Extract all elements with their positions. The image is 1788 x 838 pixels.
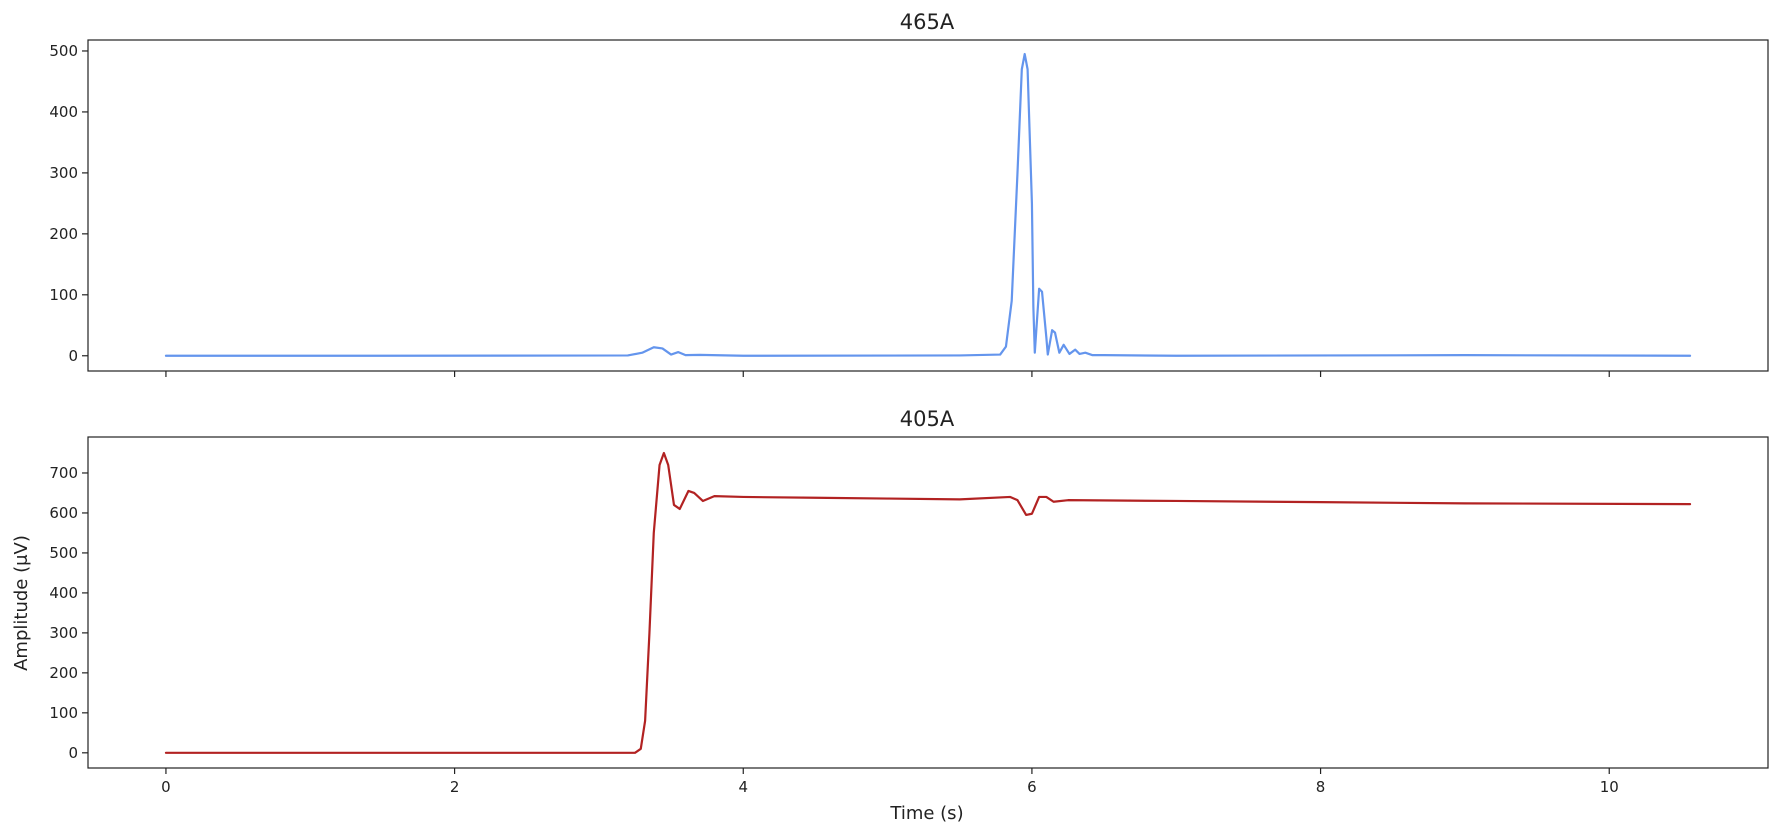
panel-405a-frame	[87, 436, 1769, 769]
panel-405a-title: 405A	[900, 407, 955, 431]
panel-405a-y-tick-label: 100	[49, 704, 78, 722]
x-axis-label: Time (s)	[889, 803, 963, 824]
panel-465a-series-line-0	[164, 52, 1692, 357]
panel-465a-y-tick-label: 100	[49, 286, 78, 304]
panel-405a-series-line-0	[164, 451, 1692, 754]
panel-405a-y-tick-label: 0	[68, 744, 78, 762]
panel-405a-y-tick-label: 200	[49, 664, 78, 682]
panel-465a-frame	[87, 39, 1769, 372]
panel-465a-y-tick-label: 500	[49, 42, 78, 60]
panel-405a-x-tick-label: 10	[1600, 778, 1619, 796]
panel-405a-y-tick-label: 700	[49, 464, 78, 482]
panel-465a-y-tick-label: 300	[49, 164, 78, 182]
panel-405a-x-tick-label: 4	[738, 778, 748, 796]
panel-465a: 465A 0 100 200 300 400 500	[49, 10, 1769, 377]
y-axis-label: Amplitude (μV)	[11, 535, 32, 671]
panel-405a-y-tick-label: 500	[49, 544, 78, 562]
panel-405a-x-tick-label: 8	[1316, 778, 1326, 796]
panel-465a-y-tick-label: 200	[49, 225, 78, 243]
panel-405a: 405A 0 100 200 300 400 500 600 700 0 2 4 6 8 10 Time …	[11, 407, 1769, 824]
panel-405a-plot: 0 100 200 300 400 500 600 700 0 2 4 6 8 10	[49, 451, 1692, 796]
panel-405a-x-tick-label: 6	[1027, 778, 1037, 796]
panel-405a-y-tick-label: 600	[49, 504, 78, 522]
panel-465a-plot: 0 100 200 300 400 500	[49, 42, 1692, 377]
panel-405a-x-tick-label: 2	[450, 778, 460, 796]
panel-465a-title: 465A	[900, 10, 955, 34]
panel-405a-x-tick-label: 0	[161, 778, 171, 796]
panel-465a-y-tick-label: 0	[68, 347, 78, 365]
panel-405a-y-tick-label: 300	[49, 624, 78, 642]
panel-405a-y-tick-label: 400	[49, 584, 78, 602]
panel-465a-y-tick-label: 400	[49, 103, 78, 121]
